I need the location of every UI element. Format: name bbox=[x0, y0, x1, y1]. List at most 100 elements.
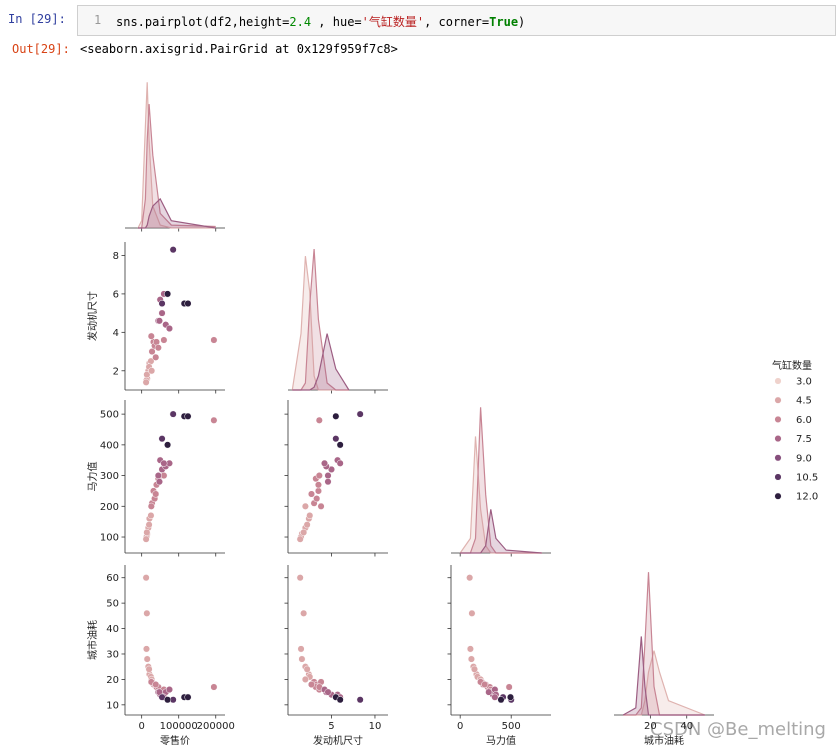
scatter-point bbox=[164, 290, 172, 298]
y-tick-label: 500 bbox=[100, 410, 119, 421]
code-token: ) bbox=[518, 15, 526, 29]
scatter-point bbox=[470, 665, 479, 673]
scatter-point bbox=[210, 683, 218, 691]
scatter-point bbox=[143, 371, 151, 379]
y-tick-label: 2 bbox=[113, 366, 119, 377]
scatter-point bbox=[147, 511, 155, 520]
code-token: , corner= bbox=[424, 15, 490, 29]
scatter-point bbox=[300, 528, 308, 536]
scatter-point bbox=[158, 435, 166, 443]
scatter-point bbox=[297, 645, 305, 653]
scatter-point bbox=[155, 317, 163, 325]
scatter-point bbox=[165, 686, 173, 694]
legend-label: 12.0 bbox=[796, 492, 818, 503]
x-tick-label: 20 bbox=[644, 721, 657, 732]
scatter-point bbox=[160, 459, 168, 467]
legend-label: 7.5 bbox=[796, 434, 812, 445]
scatter-point bbox=[184, 299, 192, 308]
code-token: sns.pairplot(df2,height= bbox=[116, 15, 290, 29]
kde-area bbox=[137, 104, 216, 228]
scatter-point bbox=[314, 481, 322, 489]
legend-label: 4.5 bbox=[796, 396, 812, 407]
scatter-point bbox=[306, 511, 314, 520]
scatter-point bbox=[336, 459, 344, 467]
kde-line bbox=[138, 104, 216, 229]
code: sns.pairplot(df2,height=2.4 , hue='气缸数量'… bbox=[116, 13, 525, 30]
scatter-point bbox=[142, 574, 150, 582]
kde-area bbox=[623, 650, 705, 715]
scatter-point bbox=[147, 502, 155, 510]
scatter-point bbox=[315, 472, 323, 480]
y-tick-label: 60 bbox=[106, 573, 119, 584]
x-tick-label: 0 bbox=[457, 721, 463, 732]
kde-area bbox=[460, 407, 542, 553]
kde-area bbox=[623, 572, 705, 715]
kde-area bbox=[623, 636, 705, 715]
scatter-point bbox=[332, 435, 340, 443]
line-number: 1 bbox=[94, 13, 102, 27]
scatter-point bbox=[332, 412, 340, 420]
scatter-point bbox=[505, 683, 513, 691]
scatter-point bbox=[468, 609, 476, 617]
y-tick-label: 30 bbox=[106, 649, 119, 660]
scatter-point bbox=[301, 675, 309, 683]
scatter-point bbox=[143, 528, 151, 536]
x-tick-label: 100000 bbox=[160, 721, 198, 732]
x-tick-label: 10 bbox=[369, 721, 382, 732]
kde-line bbox=[291, 256, 349, 391]
kde-area bbox=[137, 198, 216, 228]
legend-marker bbox=[774, 473, 782, 481]
kde-line bbox=[623, 650, 706, 716]
scatter-point bbox=[300, 609, 308, 617]
y-tick-label: 10 bbox=[106, 700, 119, 711]
kde-line bbox=[460, 407, 542, 554]
scatter-point bbox=[143, 655, 151, 663]
scatter-point bbox=[296, 535, 304, 543]
y-tick-label: 6 bbox=[113, 289, 119, 300]
scatter-point bbox=[303, 665, 311, 673]
scatter-point bbox=[481, 680, 489, 689]
x-tick-label: 5 bbox=[328, 721, 334, 732]
scatter-point bbox=[210, 416, 218, 424]
legend-title: 气缸数量 bbox=[772, 359, 812, 372]
x-tick-label: 0 bbox=[138, 721, 144, 732]
legend-label: 3.0 bbox=[796, 377, 812, 388]
scatter-point bbox=[324, 688, 332, 696]
x-axis-label: 发动机尺寸 bbox=[313, 734, 363, 747]
legend-marker bbox=[774, 377, 782, 385]
y-axis-label: 城市油耗 bbox=[86, 620, 99, 660]
scatter-point bbox=[169, 246, 177, 254]
code-token: , hue= bbox=[311, 15, 362, 29]
y-tick-label: 40 bbox=[106, 624, 119, 635]
code-cell[interactable]: 1 sns.pairplot(df2,height=2.4 , hue='气缸数… bbox=[77, 5, 836, 36]
legend-label: 10.5 bbox=[796, 473, 818, 484]
scatter-point bbox=[164, 696, 172, 704]
kde-line bbox=[137, 82, 216, 229]
x-tick-label: 40 bbox=[680, 721, 693, 732]
kde-line bbox=[292, 248, 349, 391]
legend-marker bbox=[774, 396, 782, 404]
scatter-point bbox=[184, 412, 192, 420]
scatter-point bbox=[148, 348, 156, 356]
legend-marker bbox=[774, 435, 782, 443]
scatter-point bbox=[327, 465, 336, 473]
scatter-point bbox=[148, 367, 156, 375]
scatter-point bbox=[152, 490, 160, 498]
scatter-point bbox=[336, 441, 344, 449]
scatter-point bbox=[485, 688, 493, 696]
x-axis-label: 城市油耗 bbox=[644, 734, 684, 747]
y-axis-label: 发动机尺寸 bbox=[86, 291, 99, 341]
legend-marker bbox=[774, 492, 782, 500]
scatter-point bbox=[164, 441, 172, 449]
kde-line bbox=[460, 509, 542, 554]
scatter-point bbox=[324, 478, 332, 486]
scatter-point bbox=[210, 336, 218, 344]
y-tick-label: 100 bbox=[100, 533, 119, 544]
legend-label: 6.0 bbox=[796, 415, 812, 426]
code-token: True bbox=[489, 15, 519, 29]
code-token: '气缸数量' bbox=[361, 15, 425, 29]
scatter-point bbox=[320, 459, 329, 467]
kde-line bbox=[292, 333, 350, 391]
kde-area bbox=[460, 436, 542, 553]
